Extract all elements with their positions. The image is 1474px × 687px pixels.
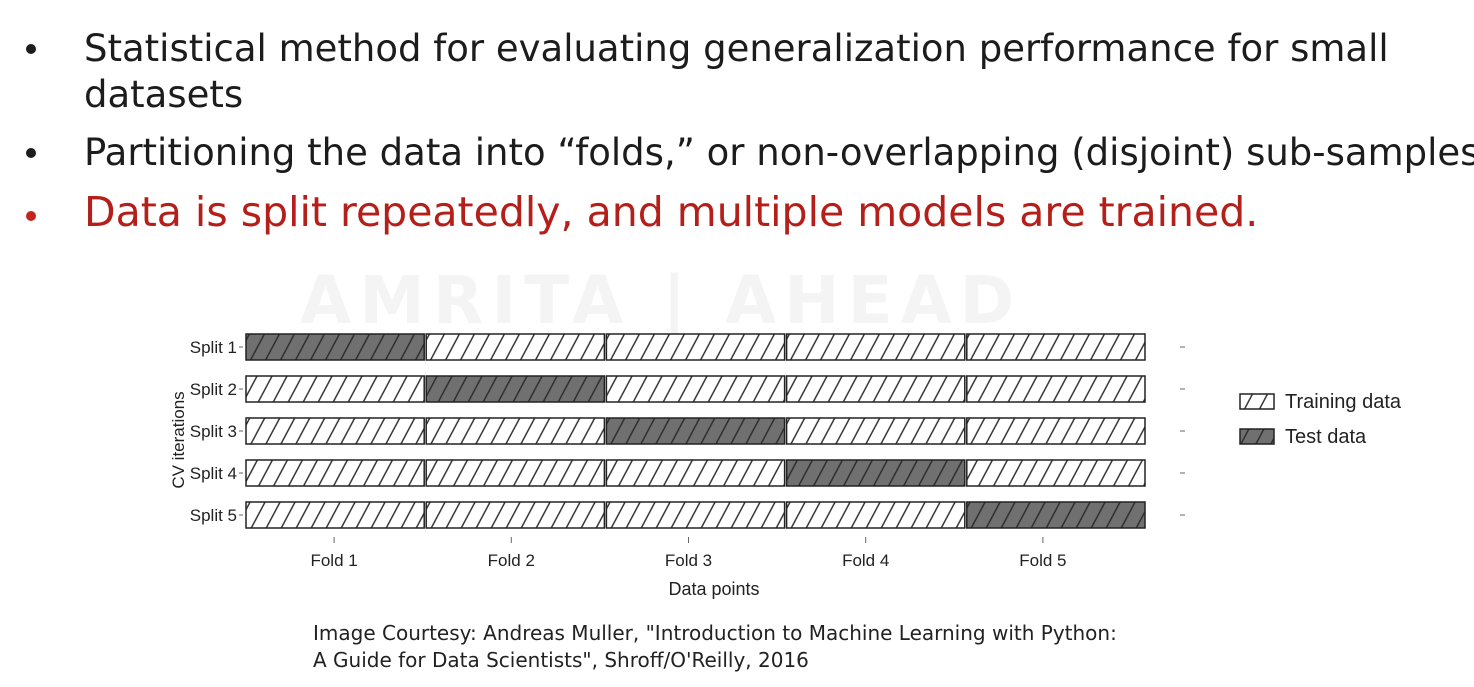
train-fold-cell bbox=[605, 459, 786, 487]
fold-label: Fold 2 bbox=[488, 551, 535, 570]
legend-swatch bbox=[1239, 428, 1275, 445]
train-fold-cell bbox=[966, 333, 1146, 361]
test-fold-cell bbox=[966, 501, 1146, 529]
split-label: Split 5 bbox=[190, 506, 237, 525]
bullet-item-2: Partitioning the data into “folds,” or n… bbox=[0, 130, 1474, 180]
train-fold-cell bbox=[425, 459, 606, 487]
train-fold-cell bbox=[785, 333, 966, 361]
bullet-dot bbox=[26, 211, 36, 221]
test-fold-cell bbox=[425, 375, 606, 403]
train-fold-cell bbox=[245, 417, 425, 445]
split-label: Split 1 bbox=[190, 338, 237, 357]
caption-line-1: Image Courtesy: Andreas Muller, "Introdu… bbox=[313, 621, 1117, 645]
train-fold-cell bbox=[245, 501, 425, 529]
split-label: Split 3 bbox=[190, 422, 237, 441]
test-fold-cell bbox=[785, 459, 966, 487]
bullet-item-1: Statistical method for evaluating genera… bbox=[0, 26, 1474, 126]
train-fold-cell bbox=[425, 333, 606, 361]
fold-label: Fold 3 bbox=[665, 551, 712, 570]
bullet-text-line: Statistical method for evaluating genera… bbox=[84, 27, 1389, 70]
y-axis-label: CV iterations bbox=[169, 391, 188, 488]
bullet-text-line: datasets bbox=[84, 73, 244, 116]
train-fold-cell bbox=[605, 375, 786, 403]
split-label: Split 4 bbox=[190, 464, 237, 483]
train-fold-cell bbox=[425, 417, 606, 445]
caption-line-2: A Guide for Data Scientists", Shroff/O'R… bbox=[313, 648, 809, 672]
fold-label: Fold 1 bbox=[310, 551, 357, 570]
train-fold-cell bbox=[245, 375, 425, 403]
bullet-dot bbox=[26, 44, 36, 54]
train-fold-cell bbox=[245, 459, 425, 487]
train-fold-cell bbox=[605, 501, 786, 529]
bullet-item-3: Data is split repeatedly, and multiple m… bbox=[0, 189, 1474, 241]
split-labels: Split 1 Split 2 Split 3 Split 4 Split 5 bbox=[190, 338, 1185, 525]
train-fold-cell bbox=[425, 501, 606, 529]
cv-cells bbox=[245, 333, 1146, 529]
bullet-text-line: Data is split repeatedly, and multiple m… bbox=[84, 188, 1259, 236]
train-fold-cell bbox=[966, 417, 1146, 445]
legend-swatch bbox=[1239, 393, 1275, 410]
fold-labels: Fold 1 Fold 2 Fold 3 Fold 4 Fold 5 bbox=[310, 537, 1067, 570]
legend-label: Test data bbox=[1285, 426, 1367, 448]
bullet-text-line: Partitioning the data into “folds,” or n… bbox=[84, 131, 1474, 174]
train-fold-cell bbox=[966, 375, 1146, 403]
image-caption: Image Courtesy: Andreas Muller, "Introdu… bbox=[313, 620, 1117, 674]
fold-label: Fold 4 bbox=[842, 551, 889, 570]
train-fold-cell bbox=[785, 417, 966, 445]
train-fold-cell bbox=[785, 501, 966, 529]
fold-label: Fold 5 bbox=[1019, 551, 1066, 570]
x-axis-label: Data points bbox=[668, 579, 759, 599]
test-fold-cell bbox=[605, 417, 786, 445]
train-fold-cell bbox=[605, 333, 786, 361]
bullet-dot bbox=[26, 148, 36, 158]
train-fold-cell bbox=[785, 375, 966, 403]
split-label: Split 2 bbox=[190, 380, 237, 399]
legend-label: Training data bbox=[1285, 391, 1402, 413]
legend: Training data Test data bbox=[1239, 391, 1402, 448]
test-fold-cell bbox=[245, 333, 425, 361]
train-fold-cell bbox=[966, 459, 1146, 487]
